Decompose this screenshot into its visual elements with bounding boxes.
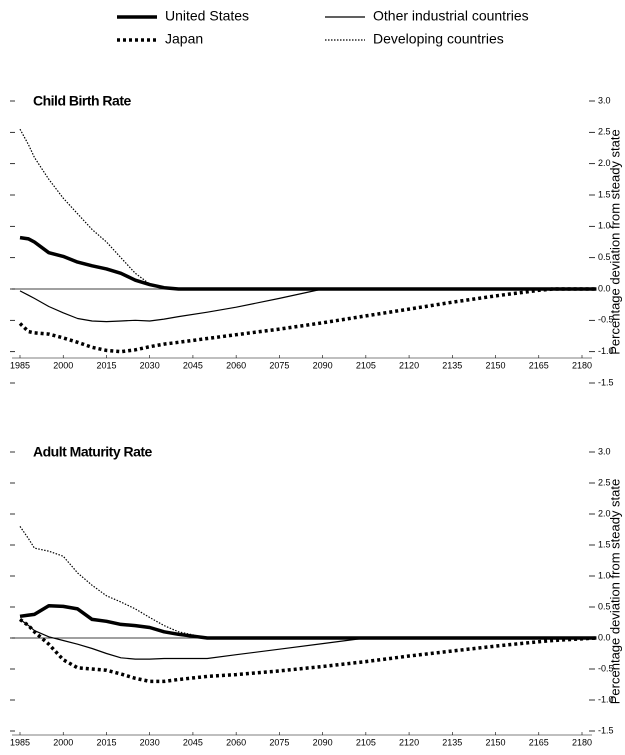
y-tick-label: 0.0	[598, 283, 611, 293]
x-tick-label: 2105	[356, 737, 376, 747]
x-tick-label: 2165	[529, 737, 549, 747]
y-tick-label: 1.5	[598, 189, 611, 199]
series-line	[19, 604, 597, 640]
panel-title: Child Birth Rate	[33, 93, 131, 109]
x-tick-label: 2045	[183, 737, 203, 747]
x-tick-label: 2075	[269, 360, 289, 370]
x-tick-label: 2090	[313, 737, 333, 747]
legend-label: United States	[165, 8, 249, 24]
x-tick-label: 2120	[399, 360, 419, 370]
y-tick-label: 1.0	[598, 221, 611, 231]
x-tick-label: 2045	[183, 360, 203, 370]
x-tick-label: 1985	[10, 737, 30, 747]
y-tick-label: -1.5	[598, 725, 614, 735]
x-tick-label: 2060	[226, 360, 246, 370]
y-tick-label: -1.5	[598, 377, 614, 387]
x-tick-label: 2135	[442, 360, 462, 370]
x-tick-label: 2015	[96, 360, 116, 370]
y-tick-label: 0.5	[598, 601, 611, 611]
y-tick-label: -1.0	[598, 694, 614, 704]
series-line	[18, 287, 597, 354]
x-tick-label: 2150	[486, 360, 506, 370]
series-line	[18, 617, 597, 684]
y-tick-label: 0.5	[598, 252, 611, 262]
x-tick-label: 2180	[572, 360, 592, 370]
x-tick-label: 2120	[399, 737, 419, 747]
series-line	[19, 526, 597, 639]
x-tick-label: 2015	[96, 737, 116, 747]
y-tick-label: 2.0	[598, 158, 611, 168]
x-tick-label: 2105	[356, 360, 376, 370]
y-tick-label: 0.0	[598, 632, 611, 642]
panel-title: Adult Maturity Rate	[33, 444, 153, 460]
x-tick-label: 2030	[140, 737, 160, 747]
y-tick-label: -1.0	[598, 346, 614, 356]
x-tick-label: 2030	[140, 360, 160, 370]
y-tick-label: -0.5	[598, 315, 614, 325]
y-tick-label: 1.5	[598, 539, 611, 549]
y-tick-label: 1.0	[598, 570, 611, 580]
x-tick-label: 2165	[529, 360, 549, 370]
y-tick-label: 2.5	[598, 477, 611, 487]
y-tick-label: -0.5	[598, 663, 614, 673]
legend-label: Other industrial countries	[373, 8, 529, 24]
x-tick-label: 1985	[10, 360, 30, 370]
x-tick-label: 2075	[269, 737, 289, 747]
y-tick-label: 2.5	[598, 127, 611, 137]
series-line	[19, 128, 597, 290]
x-tick-label: 2135	[442, 737, 462, 747]
x-tick-label: 2000	[53, 737, 73, 747]
y-tick-label: 2.0	[598, 508, 611, 518]
x-tick-label: 2150	[486, 737, 506, 747]
x-tick-label: 2090	[313, 360, 333, 370]
y-tick-label: 3.0	[598, 446, 611, 456]
legend-label: Japan	[165, 31, 203, 47]
y-axis-label: Percentage deviation from steady state	[607, 129, 622, 354]
series-line	[19, 235, 597, 291]
y-axis-label: Percentage deviation from steady state	[607, 479, 622, 704]
x-tick-label: 2000	[53, 360, 73, 370]
y-tick-label: 3.0	[598, 95, 611, 105]
x-tick-label: 2060	[226, 737, 246, 747]
x-tick-label: 2180	[572, 737, 592, 747]
legend-label: Developing countries	[373, 31, 504, 47]
